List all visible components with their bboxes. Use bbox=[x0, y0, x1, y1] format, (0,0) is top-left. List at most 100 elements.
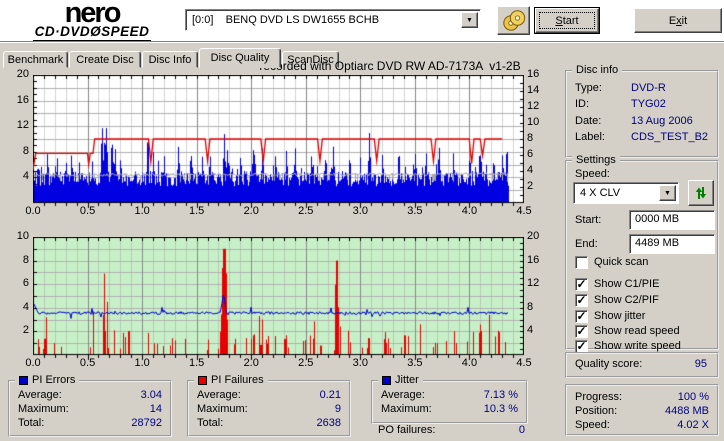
start-button[interactable]: Start bbox=[535, 8, 599, 33]
speed-selector-value: 4 X CLV bbox=[580, 187, 621, 199]
tab-scandisc[interactable]: ScanDisc bbox=[282, 51, 339, 68]
axis-label: 10 bbox=[16, 230, 29, 242]
axis-label: 4.5 bbox=[516, 357, 532, 369]
checkbox-show-c1-pie[interactable]: ✓ Show C1/PIE bbox=[575, 276, 660, 291]
axis-label: 1.5 bbox=[189, 357, 205, 369]
start-position-label: Start: bbox=[575, 214, 602, 226]
end-position-field[interactable]: 4489 MB bbox=[629, 234, 715, 254]
checkbox-box[interactable]: ✓ bbox=[575, 323, 588, 338]
chart-title: recorded with Optiarc DVD RW AD-7173A v1… bbox=[259, 59, 521, 73]
quality-score-label: Quality score: bbox=[575, 358, 643, 370]
checkbox-box[interactable] bbox=[575, 255, 588, 269]
tab-benchmark[interactable]: Benchmark bbox=[3, 51, 68, 68]
axis-label: 20 bbox=[16, 68, 29, 80]
axis-label: 8 bbox=[22, 253, 29, 266]
pi-failures-color-swatch bbox=[198, 376, 207, 385]
toolbar-divider bbox=[0, 41, 724, 43]
axis-label: 4.5 bbox=[516, 205, 532, 217]
disc-icon: Ø bbox=[90, 24, 102, 39]
jitter-color-swatch bbox=[382, 376, 391, 385]
cd-dvd-speed-logo-text: CD·DVDØSPEED bbox=[32, 24, 152, 42]
axis-label: 16 bbox=[527, 68, 540, 80]
axis-label: 2.0 bbox=[243, 357, 259, 369]
checkbox-show-read-speed[interactable]: ✓ Show read speed bbox=[575, 323, 680, 338]
po-failures-label: PO failures: bbox=[378, 424, 436, 436]
axis-label: 12 bbox=[527, 277, 540, 290]
refresh-icon bbox=[695, 187, 707, 199]
refresh-button[interactable] bbox=[688, 180, 714, 206]
start-position-field[interactable]: 0000 MB bbox=[629, 210, 715, 230]
disc-info-row-date: Date: 13 Aug 2006 bbox=[575, 115, 693, 127]
axis-label: 8 bbox=[22, 144, 29, 157]
axis-label: 2.5 bbox=[298, 357, 314, 369]
disc-info-title: Disc info bbox=[572, 64, 623, 77]
axis-label: 4.0 bbox=[461, 357, 478, 369]
start-button-label: Start bbox=[555, 14, 579, 27]
stat-row: Maximum: 10.3 % bbox=[381, 403, 518, 415]
drive-selector[interactable]: [0:0] BENQ DVD LS DW1655 BCHB ▼ bbox=[185, 9, 481, 31]
exit-button[interactable]: Exit bbox=[634, 8, 722, 33]
axis-label: 8 bbox=[527, 300, 534, 313]
checkbox-box[interactable]: ✓ bbox=[575, 338, 588, 353]
tab-disc-quality[interactable]: Disc Quality bbox=[199, 48, 281, 68]
end-position-label: End: bbox=[575, 238, 598, 250]
stat-row: Average: 3.04 bbox=[18, 389, 162, 401]
chevron-down-icon[interactable]: ▼ bbox=[659, 185, 676, 201]
pi-errors-color-swatch bbox=[19, 376, 28, 385]
po-failures-value: 0 bbox=[518, 424, 525, 436]
axis-label: 12 bbox=[16, 119, 29, 132]
stat-row: Maximum: 14 bbox=[18, 403, 162, 415]
quality-score-panel: Quality score: 95 bbox=[565, 352, 719, 378]
axis-label: 4 bbox=[22, 300, 29, 313]
stat-row: Average: 0.21 bbox=[197, 389, 341, 401]
axis-label: 2.5 bbox=[298, 205, 314, 217]
checkbox-show-jitter[interactable]: ✓ Show jitter bbox=[575, 308, 646, 323]
stat-row: Total: 28792 bbox=[18, 417, 162, 429]
settings-panel: Settings Speed: 4 X CLV ▼ Start: 0000 MB… bbox=[565, 154, 719, 353]
axis-label: 1.0 bbox=[134, 205, 150, 217]
axis-label: 16 bbox=[16, 93, 29, 106]
tab-create-disc[interactable]: Create Disc bbox=[69, 51, 141, 68]
stat-row: Speed: 4.02 X bbox=[575, 419, 709, 431]
axis-label: 14 bbox=[527, 84, 540, 96]
axis-label: 2 bbox=[527, 180, 534, 192]
drive-selector-value: [0:0] BENQ DVD LS DW1655 BCHB bbox=[192, 14, 380, 26]
checkbox-quick-scan[interactable]: Quick scan bbox=[575, 255, 648, 269]
focus-rect bbox=[539, 12, 595, 29]
checkbox-show-write-speed[interactable]: ✓ Show write speed bbox=[575, 338, 681, 353]
chevron-down-icon[interactable]: ▼ bbox=[461, 12, 478, 28]
pi-failures-panel: PI Failures Average: 0.21 Maximum: 9 Total… bbox=[187, 374, 351, 437]
axis-label: 6 bbox=[527, 148, 534, 160]
pi-errors-panel: PI Errors Average: 3.04 Maximum: 14 Total:… bbox=[8, 374, 172, 437]
axis-label: 0.0 bbox=[25, 205, 41, 217]
exit-button-label: Exit bbox=[668, 14, 688, 27]
checkbox-box[interactable]: ✓ bbox=[575, 276, 588, 291]
axis-label: 16 bbox=[527, 253, 540, 266]
axis-label: 3.5 bbox=[407, 205, 423, 217]
pi-errors-legend: PI Errors bbox=[15, 374, 80, 387]
axis-label: 20 bbox=[527, 230, 540, 242]
speed-selector[interactable]: 4 X CLV ▼ bbox=[573, 182, 679, 204]
checkbox-box[interactable]: ✓ bbox=[575, 308, 588, 323]
tab-disc-info[interactable]: Disc Info bbox=[142, 51, 198, 68]
speed-label: Speed: bbox=[575, 168, 610, 180]
checkbox-show-c2-pif[interactable]: ✓ Show C2/PIF bbox=[575, 292, 659, 307]
axis-label: 0.5 bbox=[79, 357, 96, 369]
checkbox-box[interactable]: ✓ bbox=[575, 292, 588, 307]
disc-button[interactable] bbox=[497, 6, 530, 35]
axis-label: 2.0 bbox=[243, 205, 259, 217]
axis-label: 10 bbox=[527, 116, 540, 128]
axis-label: 12 bbox=[527, 100, 540, 112]
toolbar: nero CD·DVDØSPEED [0:0] BENQ DVD LS DW16… bbox=[0, 0, 724, 42]
disc-info-row-type: Type: DVD-R bbox=[575, 82, 666, 94]
axis-label: 0.0 bbox=[25, 357, 41, 369]
pi-failures-chart-canvas bbox=[33, 237, 524, 361]
stat-row: Average: 7.13 % bbox=[381, 389, 518, 401]
jitter-legend: Jitter bbox=[378, 374, 423, 387]
stat-row: Maximum: 9 bbox=[197, 403, 341, 415]
jitter-panel: Jitter Average: 7.13 % Maximum: 10.3 % bbox=[371, 374, 528, 424]
disc-info-row-id: ID: TYG02 bbox=[575, 98, 666, 110]
axis-label: 4 bbox=[22, 170, 29, 183]
axis-label: 0.5 bbox=[79, 205, 96, 217]
